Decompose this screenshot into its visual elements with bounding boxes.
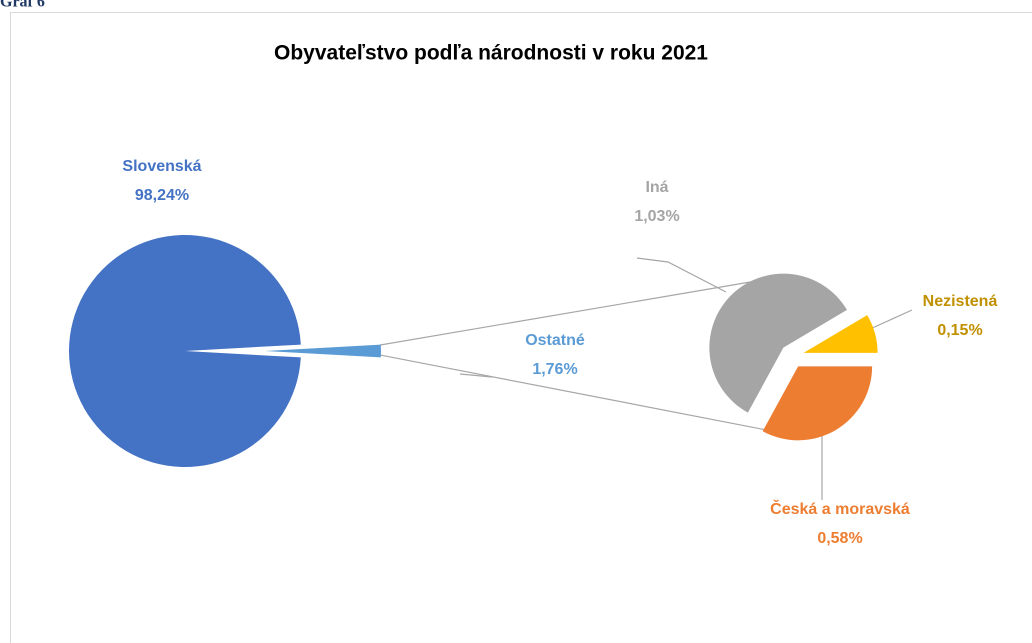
pie-slice xyxy=(803,315,878,353)
data-label-value: 1,03% xyxy=(634,208,679,225)
data-label-name: Slovenská xyxy=(122,158,201,175)
connectors xyxy=(379,257,913,500)
data-label-name: Nezistená xyxy=(923,293,998,310)
pie-slice xyxy=(762,366,873,441)
pie-slice xyxy=(69,235,301,468)
caption: Graf 6 xyxy=(0,0,45,11)
chart-title: Obyvateľstvo podľa národnosti v roku 202… xyxy=(274,42,708,65)
data-label-value: 0,15% xyxy=(937,322,982,339)
data-label-value: 0,58% xyxy=(817,530,862,547)
data-label-name: Ostatné xyxy=(525,332,585,349)
data-label-value: 98,24% xyxy=(135,187,189,204)
pie-slice xyxy=(709,273,848,413)
pie-slice xyxy=(265,344,381,358)
data-label-name: Česká a moravská xyxy=(770,499,910,518)
data-label-name: Iná xyxy=(645,179,668,196)
data-label-value: 1,76% xyxy=(532,361,577,378)
